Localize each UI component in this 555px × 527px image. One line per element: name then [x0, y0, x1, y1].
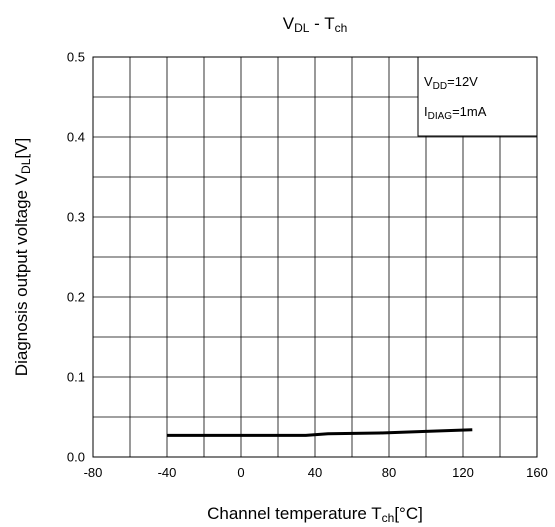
y-tick-label: 0.2 [67, 290, 85, 305]
conditions-box [417, 56, 538, 137]
series-line [167, 428, 473, 437]
y-tick-label: 0.1 [67, 370, 85, 385]
y-tick-label: 0.5 [67, 50, 85, 65]
chart-title: VDL - Tch [283, 14, 348, 35]
x-tick-label: -80 [84, 465, 103, 480]
tick-labels: -80 -40 0 40 80 120 160 0.0 0.1 0.2 0.3 0.4 0.5 [67, 50, 548, 481]
x-tick-label: 40 [308, 465, 322, 480]
y-tick-label: 0.4 [67, 130, 85, 145]
x-tick-label: -40 [158, 465, 177, 480]
x-tick-label: 0 [237, 465, 244, 480]
series-group [167, 428, 473, 437]
y-tick-label: 0.0 [67, 450, 85, 465]
x-tick-label: 160 [526, 465, 548, 480]
x-tick-label: 80 [382, 465, 396, 480]
x-axis-label: Channel temperature Tch[°C] [207, 504, 423, 525]
y-axis-label: Diagnosis output voltage VDL[V] [12, 138, 33, 376]
plot-area [92, 56, 538, 458]
y-tick-label: 0.3 [67, 210, 85, 225]
x-tick-label: 120 [452, 465, 474, 480]
condition-idiag: IDIAG=1mA [424, 104, 487, 122]
condition-vdd: VDD=12V [424, 74, 478, 92]
